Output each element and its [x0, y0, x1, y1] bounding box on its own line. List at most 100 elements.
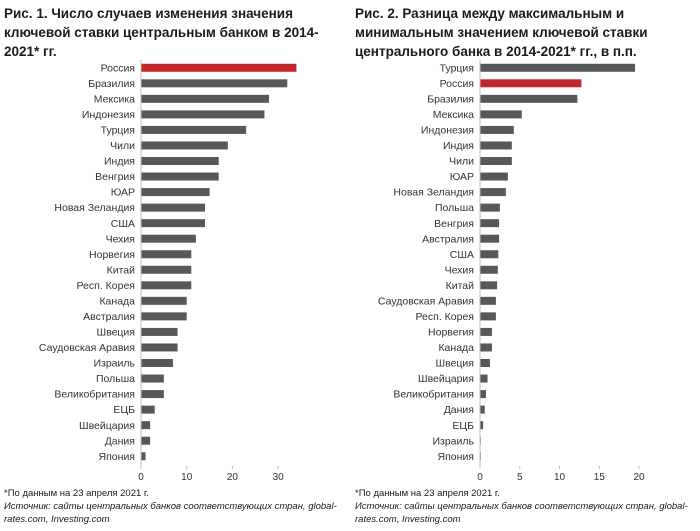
category-label: Швейцария — [79, 420, 135, 432]
bar-польша — [480, 203, 500, 212]
category-label: Новая Зеландия — [393, 187, 474, 199]
category-label: Индонезия — [421, 125, 474, 137]
category-label: Израиль — [93, 358, 135, 370]
bar-саудовская-аравия — [141, 343, 178, 352]
category-label: Мексика — [433, 109, 474, 121]
bar-сша — [480, 250, 499, 259]
bar-чили — [480, 157, 512, 165]
category-label: Индия — [104, 156, 135, 168]
bar-респ-корея — [141, 281, 192, 290]
bar-израиль — [141, 359, 173, 367]
category-label: Канада — [99, 295, 135, 307]
bar-дания — [480, 405, 485, 414]
bar-респ-корея — [480, 312, 496, 321]
bar-венгрия — [141, 172, 219, 181]
category-label: Респ. Корея — [77, 280, 135, 292]
category-label: Австралия — [83, 311, 135, 323]
bar-венгрия — [480, 219, 500, 228]
category-label: Норвегия — [428, 327, 474, 339]
category-label: Польша — [435, 202, 474, 214]
bar-норвегия — [480, 327, 492, 336]
bar-новая-зеландия — [480, 188, 506, 197]
category-label: Япония — [99, 451, 135, 463]
source-note-2: Источник: сайты центральных банков соотв… — [355, 501, 688, 525]
bar-япония — [141, 452, 146, 461]
bar-турция — [480, 63, 636, 72]
category-label: Индонезия — [82, 109, 135, 121]
bar-турция — [141, 125, 247, 134]
x-tick-label: 0 — [477, 472, 483, 483]
category-label: Венгрия — [95, 171, 135, 183]
category-label: Швеция — [97, 327, 136, 339]
category-label: Индия — [443, 140, 474, 152]
bar-chart-2: Турция Россия Бразилия Мексика Индонезия Инди… — [378, 60, 645, 483]
bar-австралия — [141, 312, 187, 321]
bar-индия — [480, 141, 512, 150]
bar-швеция — [141, 327, 178, 336]
bar-индонезия — [141, 110, 265, 119]
category-label: Турция — [101, 125, 135, 137]
bar-саудовская-аравия — [480, 296, 496, 305]
bar-мексика — [480, 110, 522, 119]
category-label: Бразилия — [427, 93, 474, 105]
bar-швейцария — [480, 374, 488, 383]
bar-россия — [480, 79, 582, 88]
category-label: Чили — [449, 156, 474, 168]
bar-швеция — [480, 359, 490, 367]
x-tick-label: 15 — [594, 472, 606, 483]
bar-индонезия — [480, 125, 514, 134]
chart-note-1: *По данным на 23 апреля 2021 г. Источник… — [4, 487, 349, 526]
bar-канада — [141, 296, 187, 305]
x-tick-label: 20 — [633, 472, 645, 483]
category-label: Норвегия — [89, 249, 135, 261]
category-label: Швейцария — [418, 373, 474, 385]
category-label: Саудовская Аравия — [39, 342, 135, 354]
category-label: Великобритания — [54, 389, 135, 401]
bar-сша — [141, 219, 205, 228]
x-tick-label: 0 — [138, 472, 144, 483]
chart-note-2: *По данным на 23 апреля 2021 г. Источник… — [355, 487, 700, 526]
bar-норвегия — [141, 250, 192, 259]
x-tick-label: 5 — [517, 472, 523, 483]
x-tick-label: 30 — [273, 472, 285, 483]
bar-китай — [141, 265, 192, 274]
category-label: Чехия — [445, 264, 474, 276]
category-label: США — [111, 218, 135, 230]
category-label: Чехия — [106, 233, 135, 245]
bar-австралия — [480, 234, 500, 243]
category-label: Китай — [107, 264, 136, 276]
category-label: Великобритания — [393, 389, 474, 401]
bar-швейцария — [141, 421, 151, 430]
category-label: Польша — [96, 373, 135, 385]
category-label: Россия — [440, 78, 474, 90]
category-label: Турция — [440, 62, 474, 74]
bar-бразилия — [141, 79, 288, 88]
category-label: Канада — [438, 342, 474, 354]
bar-ецб — [141, 405, 155, 414]
bar-дания — [141, 436, 151, 445]
bar-мексика — [141, 94, 269, 103]
category-label: ЕЦБ — [113, 404, 135, 416]
chart-panel-1: Рис. 1. Число случаев изменения значения… — [4, 0, 344, 531]
bar-юар — [141, 188, 210, 197]
bar-польша — [141, 374, 164, 383]
category-label: Респ. Корея — [416, 311, 474, 323]
bar-чили — [141, 141, 228, 150]
category-label: Дания — [444, 404, 474, 416]
category-label: Мексика — [94, 93, 135, 105]
category-label: Япония — [438, 451, 474, 463]
chart-title-1: Рис. 1. Число случаев изменения значения… — [4, 6, 319, 59]
category-label: США — [450, 249, 474, 261]
bar-россия — [141, 63, 297, 72]
category-label: Дания — [105, 435, 135, 447]
footnote-1: *По данным на 23 апреля 2021 г. — [4, 488, 149, 499]
chart-title-2: Рис. 2. Разница между максимальным и мин… — [355, 6, 648, 59]
bar-китай — [480, 281, 498, 290]
category-label: Австралия — [422, 233, 474, 245]
bar-индия — [141, 157, 219, 165]
category-label: ЮАР — [450, 171, 474, 183]
bar-новая-зеландия — [141, 203, 205, 212]
x-tick-label: 10 — [554, 472, 566, 483]
category-label: Израиль — [432, 435, 474, 447]
bar-великобритания — [480, 390, 486, 399]
